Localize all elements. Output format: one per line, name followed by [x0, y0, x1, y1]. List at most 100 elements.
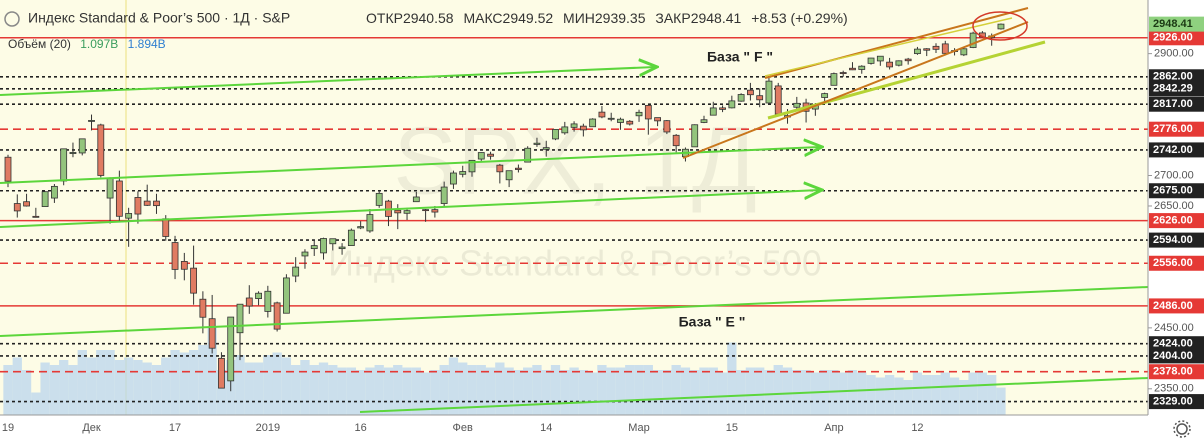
volume-bar [680, 367, 691, 415]
volume-bar [968, 372, 978, 415]
volume-bar [560, 370, 570, 415]
volume-bar [49, 365, 60, 415]
volume-bar [420, 372, 431, 415]
volume-bar [21, 370, 32, 415]
volume-bar [699, 367, 709, 415]
candle-body [69, 152, 77, 154]
volume-bar [40, 362, 50, 415]
volume-bar [179, 352, 189, 415]
candle-body [320, 238, 327, 254]
level-label-box [1149, 364, 1204, 380]
change: +8.53 (+0.29%) [751, 10, 848, 26]
volume-bar [875, 377, 885, 415]
volume-bar [866, 375, 876, 415]
volume-bar [188, 350, 199, 415]
volume-bar [745, 367, 756, 415]
trend-line [359, 377, 1149, 413]
volume-bar [634, 365, 644, 415]
volume-bar [402, 367, 412, 415]
candle-body [134, 197, 142, 215]
level-label: 2556.00 [1153, 257, 1193, 269]
candle-body [960, 48, 968, 56]
volume-bar [31, 392, 41, 415]
volume-bar [523, 367, 533, 415]
volume-pane [3, 327, 1006, 415]
plot-background [0, 0, 1148, 415]
candle-body [13, 203, 21, 212]
ohlc-label: МАКС [463, 10, 502, 26]
ohlc-value: 2940.58 [403, 10, 454, 26]
candle-body [654, 117, 661, 122]
volume-bar [77, 350, 87, 415]
settings-icon[interactable] [1173, 420, 1191, 438]
candle-body [412, 196, 420, 203]
candle-body [561, 126, 569, 134]
header-ohlc: ОТКР2940.58 МАКС2949.52 МИН2939.35 ЗАКР2… [366, 10, 848, 26]
volume-bar [847, 370, 858, 415]
volume-bar [142, 362, 152, 415]
candle-body [737, 94, 745, 102]
level-label: 2842.29 [1153, 83, 1193, 95]
candle-body [821, 93, 829, 98]
volume-bar [643, 365, 653, 415]
volume-bar [198, 345, 208, 415]
candle-body [450, 172, 457, 185]
candle-body [626, 120, 634, 125]
x-tick-label: 14 [540, 422, 552, 434]
volume-bar [504, 367, 514, 415]
volume-bar [884, 375, 895, 415]
candle-body [51, 185, 58, 199]
y-tick-label: 2700.00 [1154, 169, 1194, 181]
ohlc-value: 2939.35 [595, 10, 646, 26]
candle-body [171, 242, 179, 270]
volume-bar [272, 352, 282, 415]
candle-body [115, 180, 123, 217]
volume-bar [977, 372, 988, 415]
candle-body [264, 290, 272, 312]
level-label-box [1149, 142, 1204, 158]
volume-bar [263, 355, 273, 415]
volume-bar [810, 372, 820, 415]
candle-body [180, 261, 188, 270]
x-tick-label: Мар [628, 422, 650, 434]
x-tick-label: Фев [453, 422, 473, 434]
highlight-ellipse [972, 11, 1028, 41]
price-axis: 2350.00 2450.00 2650.00 2700.00 2900.00 2926.… [1148, 16, 1204, 410]
volume-bar [485, 367, 496, 415]
volume-bar [356, 370, 366, 415]
volume-bar [606, 367, 616, 415]
candle-body [153, 200, 160, 207]
trend-line [0, 286, 1149, 337]
volume-bar [736, 370, 746, 415]
candle-body [143, 200, 151, 206]
x-tick-label: Дек [82, 422, 101, 434]
candle-body [505, 170, 513, 181]
candle-body [867, 57, 875, 64]
volume-bar [922, 375, 932, 415]
candle-body [672, 134, 680, 147]
settings-gear[interactable] [1176, 423, 1188, 435]
candle-body [78, 138, 86, 154]
settings-gear-teeth[interactable] [1173, 420, 1191, 438]
volume-bar [615, 367, 626, 415]
level-label: 2486.00 [1153, 300, 1193, 312]
ohlc-label: МИН [563, 10, 595, 26]
candle-body [162, 218, 170, 237]
candle-body [886, 61, 893, 68]
level-label-box [1149, 96, 1204, 112]
candle-body [431, 209, 439, 213]
candle-body [617, 118, 624, 123]
volume-bar [365, 367, 375, 415]
candle-body [88, 120, 95, 122]
candle-body [394, 209, 402, 214]
volume-bar [448, 357, 459, 415]
candle-body [301, 251, 309, 257]
volume-bar [662, 370, 672, 415]
volume-bar [912, 372, 923, 415]
trend-line [0, 147, 820, 184]
level-label-box [1149, 298, 1204, 314]
candle-body [839, 72, 847, 74]
level-label-box [1149, 69, 1204, 85]
level-label-box [1149, 121, 1204, 137]
